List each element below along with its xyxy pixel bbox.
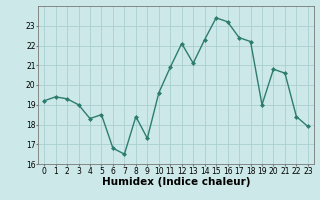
X-axis label: Humidex (Indice chaleur): Humidex (Indice chaleur)	[102, 177, 250, 187]
